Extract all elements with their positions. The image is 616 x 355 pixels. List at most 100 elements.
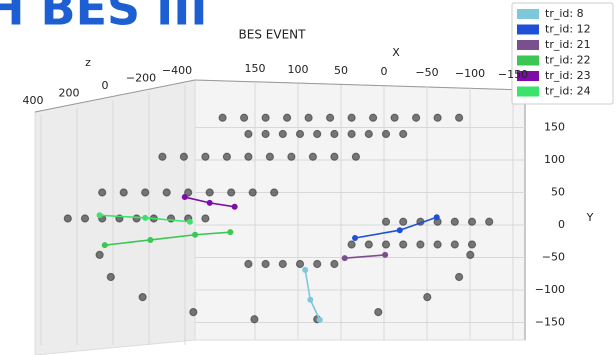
hit-point bbox=[390, 113, 399, 122]
hit-point bbox=[485, 217, 494, 226]
hit-point bbox=[63, 214, 72, 223]
hit-point bbox=[347, 113, 356, 122]
hit-point bbox=[261, 129, 270, 139]
hit-point bbox=[201, 214, 210, 223]
track-point bbox=[316, 316, 323, 323]
track-point bbox=[96, 212, 103, 219]
track-point bbox=[192, 231, 199, 238]
track-point bbox=[307, 296, 314, 303]
hit-point bbox=[347, 129, 356, 139]
z-axis-line bbox=[34, 79, 196, 113]
grid bbox=[40, 83, 525, 345]
x-tick-label: 0 bbox=[381, 65, 388, 78]
hit-point bbox=[467, 240, 477, 249]
hit-point bbox=[381, 240, 391, 249]
track-point bbox=[227, 229, 234, 236]
y-tick-label: −50 bbox=[542, 251, 565, 264]
hit-point bbox=[278, 129, 287, 139]
hit-point bbox=[270, 188, 279, 197]
hit-point bbox=[330, 259, 339, 269]
hit-point bbox=[184, 188, 193, 197]
hit-point bbox=[381, 217, 391, 226]
z-tick-label: 0 bbox=[102, 79, 109, 92]
track-point bbox=[341, 255, 348, 262]
legend-swatch bbox=[517, 55, 539, 66]
hit-point bbox=[141, 188, 150, 197]
legend-label: tr_id: 8 bbox=[545, 7, 584, 20]
hit-point bbox=[308, 152, 317, 161]
hit-point bbox=[455, 272, 464, 282]
hit-point bbox=[138, 293, 147, 302]
legend-label: tr_id: 24 bbox=[545, 85, 591, 98]
track-point bbox=[206, 199, 213, 206]
hit-point bbox=[455, 113, 464, 122]
hit-point bbox=[423, 293, 432, 302]
hit-point bbox=[205, 188, 214, 197]
z-tick-label: 200 bbox=[59, 86, 80, 99]
hit-point bbox=[313, 129, 322, 139]
track-point bbox=[396, 227, 403, 234]
hit-point bbox=[227, 188, 236, 197]
z-tick-label: 400 bbox=[23, 94, 44, 107]
x-tick-label: −150 bbox=[498, 68, 528, 81]
hit-point bbox=[304, 113, 313, 122]
x-tick-label: −50 bbox=[415, 66, 438, 79]
track-point bbox=[142, 214, 149, 221]
hit-point bbox=[295, 129, 305, 139]
hit-point bbox=[218, 113, 227, 122]
track-line bbox=[344, 254, 386, 259]
hit-point bbox=[250, 315, 259, 324]
hit-point bbox=[466, 250, 475, 259]
track-point bbox=[433, 214, 440, 221]
y-tick-label: 0 bbox=[558, 218, 565, 231]
track-point bbox=[147, 236, 154, 243]
hit-point bbox=[283, 113, 292, 122]
hit-point bbox=[201, 152, 210, 161]
z-tick-label: −400 bbox=[162, 64, 192, 77]
hit-point bbox=[278, 259, 287, 269]
hit-point bbox=[412, 113, 421, 122]
track-point bbox=[302, 266, 309, 273]
hit-point bbox=[381, 129, 391, 139]
legend-swatch bbox=[517, 71, 539, 81]
y-tick-label: 100 bbox=[544, 153, 565, 166]
z-tick-label: −200 bbox=[126, 72, 156, 85]
hit-point bbox=[416, 240, 425, 249]
legend-swatch bbox=[517, 86, 539, 97]
hit-point bbox=[158, 152, 167, 161]
y-tick-label: −100 bbox=[535, 283, 565, 296]
x-axis-label: X bbox=[392, 46, 400, 59]
y-tick-label: 50 bbox=[551, 186, 565, 199]
x-tick-label: −100 bbox=[455, 67, 485, 80]
hit-point bbox=[364, 240, 373, 249]
track-line bbox=[104, 231, 231, 246]
hit-point bbox=[261, 259, 270, 269]
hit-point bbox=[162, 188, 171, 197]
hit-point bbox=[364, 129, 373, 139]
legend-label: tr_id: 22 bbox=[545, 54, 591, 67]
legend-label: tr_id: 21 bbox=[545, 38, 591, 51]
header-title: H BES III bbox=[0, 0, 208, 36]
hit-point bbox=[98, 188, 107, 197]
hit-point bbox=[261, 113, 270, 122]
hit-point bbox=[369, 113, 378, 122]
x-tick-label: 50 bbox=[334, 64, 348, 77]
hit-point bbox=[244, 129, 253, 139]
track-point bbox=[186, 218, 193, 225]
x-tick-label: 100 bbox=[288, 63, 309, 76]
hit-point bbox=[265, 152, 274, 161]
y-tick-label: 150 bbox=[544, 121, 565, 134]
z-axis-label: z bbox=[85, 56, 91, 69]
track-point bbox=[382, 251, 389, 258]
hit-point bbox=[287, 152, 296, 161]
track-point bbox=[181, 194, 188, 201]
y-axis-label: Y bbox=[586, 211, 594, 224]
hit-point bbox=[374, 308, 383, 317]
legend: tr_id: 8 tr_id: 12 tr_id: 21 tr_id: 22 tr_id… bbox=[511, 2, 614, 105]
hit-point bbox=[240, 113, 249, 122]
hit-point bbox=[351, 152, 360, 161]
plot-area bbox=[63, 113, 494, 324]
legend-swatch bbox=[517, 9, 539, 19]
hit-point bbox=[132, 214, 141, 223]
